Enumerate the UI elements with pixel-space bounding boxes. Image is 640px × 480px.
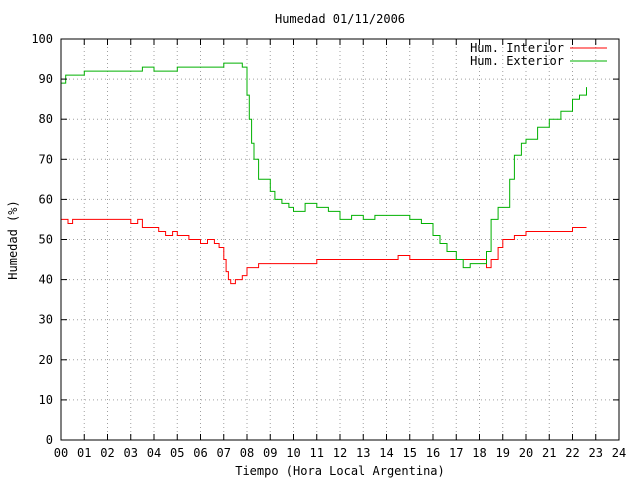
x-tick-label: 07 <box>217 446 231 460</box>
y-tick-label: 40 <box>39 273 53 287</box>
x-tick-label: 20 <box>519 446 533 460</box>
x-tick-label: 19 <box>496 446 510 460</box>
axis-ticks: 0 10 20 30 40 50 60 70 80 90 100 00 01 02 03 04 05 06 07 08… <box>31 32 626 460</box>
x-tick-label: 24 <box>612 446 626 460</box>
y-axis-label: Humedad (%) <box>6 200 20 279</box>
y-tick-label: 60 <box>39 192 53 206</box>
x-tick-label: 05 <box>170 446 184 460</box>
x-tick-label: 11 <box>310 446 324 460</box>
legend-label: Hum. Exterior <box>470 54 564 68</box>
x-axis-label: Tiempo (Hora Local Argentina) <box>235 464 445 478</box>
series-line-1 <box>61 62 587 269</box>
y-tick-label: 90 <box>39 72 53 86</box>
x-tick-label: 12 <box>333 446 347 460</box>
x-tick-label: 21 <box>542 446 556 460</box>
x-tick-label: 23 <box>589 446 603 460</box>
x-tick-label: 16 <box>426 446 440 460</box>
x-tick-label: 22 <box>565 446 579 460</box>
y-tick-label: 50 <box>39 233 53 247</box>
x-tick-label: 09 <box>263 446 277 460</box>
x-tick-label: 14 <box>379 446 393 460</box>
x-tick-label: 10 <box>286 446 300 460</box>
y-tick-label: 0 <box>46 433 53 447</box>
y-tick-label: 70 <box>39 152 53 166</box>
x-tick-label: 17 <box>449 446 463 460</box>
x-tick-label: 02 <box>100 446 114 460</box>
x-tick-label: 06 <box>193 446 207 460</box>
x-tick-label: 18 <box>472 446 486 460</box>
chart-title: Humedad 01/11/2006 <box>275 12 405 26</box>
series-lines <box>61 62 587 285</box>
y-tick-label: 30 <box>39 313 53 327</box>
y-tick-label: 100 <box>31 32 53 46</box>
x-tick-label: 08 <box>240 446 254 460</box>
y-tick-label: 10 <box>39 393 53 407</box>
series-line-0 <box>61 218 587 285</box>
legend-label: Hum. Interior <box>470 41 564 55</box>
y-tick-label: 80 <box>39 112 53 126</box>
x-tick-label: 00 <box>54 446 68 460</box>
grid <box>61 39 619 440</box>
x-tick-label: 13 <box>356 446 370 460</box>
x-tick-label: 04 <box>147 446 161 460</box>
x-tick-label: 03 <box>124 446 138 460</box>
x-tick-label: 15 <box>403 446 417 460</box>
x-tick-label: 01 <box>77 446 91 460</box>
y-tick-label: 20 <box>39 353 53 367</box>
